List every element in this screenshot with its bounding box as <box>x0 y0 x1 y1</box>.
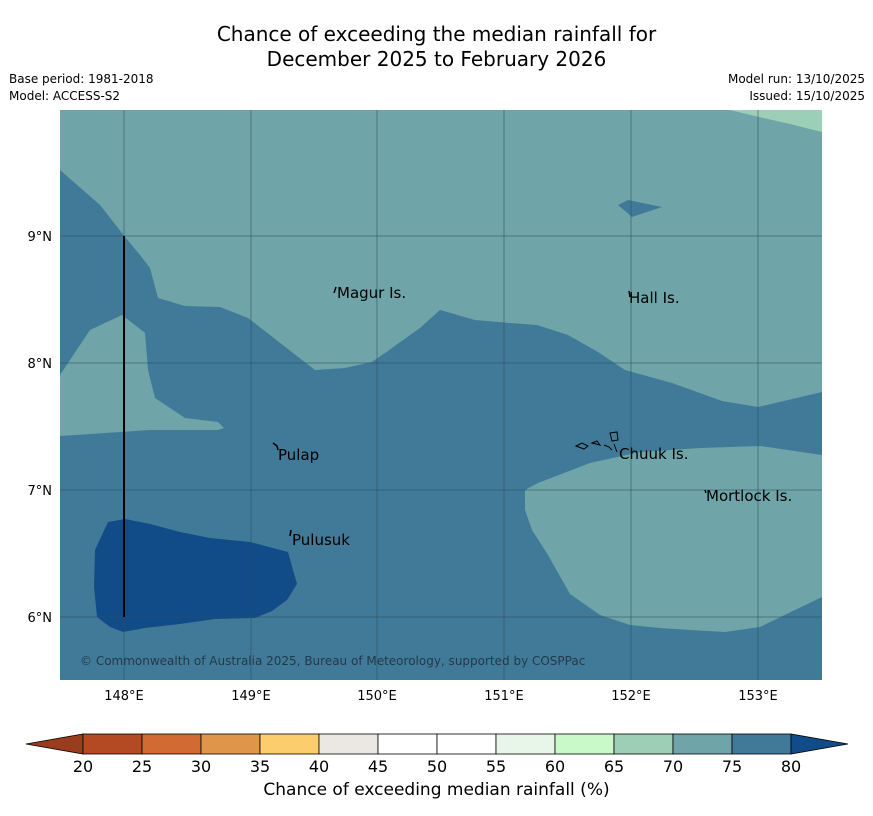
colorbar-tick-label: 30 <box>191 757 211 776</box>
colorbar-label: Chance of exceeding median rainfall (%) <box>263 780 610 800</box>
pulap-island-mark <box>272 442 279 451</box>
lon-label-153e: 153°E <box>738 689 778 704</box>
title-line-1: Chance of exceeding the median rainfall … <box>216 22 657 46</box>
lat-label-8n: 8°N <box>28 357 53 372</box>
label-pulap: Pulap <box>278 446 319 464</box>
model-run: Model run: 13/10/2025 <box>727 72 865 86</box>
lon-label-149e: 149°E <box>231 689 271 704</box>
lon-label-151e: 151°E <box>484 689 524 704</box>
lat-label-7n: 7°N <box>28 484 53 499</box>
chuuk-islet-4 <box>609 431 619 442</box>
region-65-70-northeast <box>730 110 822 132</box>
colorbar-segment <box>613 733 674 755</box>
pulusuk-island-mark <box>289 529 292 537</box>
label-magur: Magur Is. <box>337 284 406 302</box>
title-line-2: December 2025 to February 2026 <box>266 47 607 71</box>
longitude-labels: 148°E 149°E 150°E 151°E 152°E 153°E <box>104 689 778 704</box>
colorbar-segment <box>436 733 497 755</box>
island-outlines <box>272 286 707 537</box>
copyright-notice: © Commonwealth of Australia 2025, Bureau… <box>80 654 585 668</box>
lon-label-148e: 148°E <box>104 689 144 704</box>
colorbar-tick-label: 20 <box>73 757 93 776</box>
model-name: Model: ACCESS-S2 <box>9 89 121 103</box>
colorbar-segment <box>672 733 733 755</box>
issued-date: Issued: 15/10/2025 <box>749 89 865 103</box>
lat-label-6n: 6°N <box>28 611 53 626</box>
colorbar-segment <box>200 733 261 755</box>
latitude-labels: 9°N 8°N 7°N 6°N <box>28 230 53 626</box>
region-75-80-islet <box>618 200 662 217</box>
base-period: Base period: 1981-2018 <box>9 72 154 86</box>
colorbar-tick-label: 35 <box>250 757 270 776</box>
label-pulusuk: Pulusuk <box>292 531 350 549</box>
colorbar-tick-label: 25 <box>132 757 152 776</box>
mortlock-island-mark <box>704 489 707 494</box>
map-area <box>60 110 822 680</box>
colorbar-tick-label: 50 <box>427 757 447 776</box>
colorbar-tick-label: 75 <box>722 757 742 776</box>
colorbar-segment <box>495 733 556 755</box>
colorbar-tick-label: 70 <box>663 757 683 776</box>
colorbar-tick-label: 65 <box>604 757 624 776</box>
meta-right: Model run: 13/10/2025 Issued: 15/10/2025 <box>728 71 865 105</box>
chuuk-islet-2 <box>590 440 602 446</box>
region-70-75-west <box>60 315 224 436</box>
hall-island-mark <box>628 290 631 298</box>
lat-label-9n: 9°N <box>28 230 53 245</box>
lon-label-150e: 150°E <box>357 689 397 704</box>
label-chuuk: Chuuk Is. <box>619 445 688 463</box>
colorbar-segment <box>377 733 438 755</box>
colorbar-segment <box>141 733 202 755</box>
region-70-75-southeast <box>525 446 822 632</box>
graticule <box>60 110 822 680</box>
chuuk-islet-5 <box>613 443 618 453</box>
colorbar-segment <box>731 733 792 755</box>
magur-island-mark <box>333 286 337 294</box>
colorbar: 20 25 30 35 40 45 50 55 60 65 70 75 80 <box>25 733 849 776</box>
region-80-plus <box>94 519 297 632</box>
colorbar-tick-label: 60 <box>545 757 565 776</box>
colorbar-tick-label: 80 <box>781 757 801 776</box>
colorbar-segment <box>82 733 143 755</box>
colorbar-segment <box>554 733 615 755</box>
colorbar-segment <box>259 733 320 755</box>
chuuk-islet-1 <box>574 442 589 450</box>
label-hall: Hall Is. <box>629 289 680 307</box>
lon-label-152e: 152°E <box>611 689 651 704</box>
place-labels: Magur Is. Hall Is. Pulap Chuuk Is. Mortl… <box>278 284 792 549</box>
colorbar-tick-label: 55 <box>486 757 506 776</box>
colorbar-tick-label: 40 <box>309 757 329 776</box>
colorbar-extend-high <box>790 733 849 755</box>
meta-left: Base period: 1981-2018 Model: ACCESS-S2 <box>9 71 154 105</box>
chart-title: Chance of exceeding the median rainfall … <box>0 22 873 72</box>
colorbar-tick-label: 45 <box>368 757 388 776</box>
label-mortlock: Mortlock Is. <box>706 487 792 505</box>
colorbar-segment <box>318 733 379 755</box>
colorbar-extend-low <box>25 733 84 755</box>
chuuk-islet-3 <box>603 444 613 451</box>
